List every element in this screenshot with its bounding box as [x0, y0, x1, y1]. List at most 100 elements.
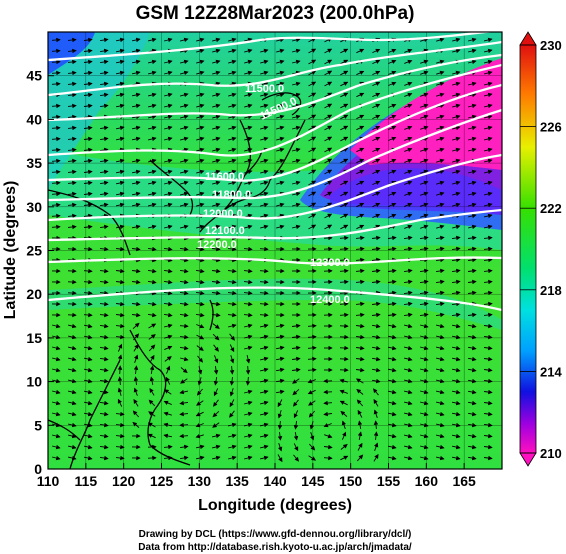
flow-arrow [133, 354, 139, 363]
flow-arrow [179, 334, 189, 340]
flow-arrow [147, 202, 157, 208]
flow-arrow [276, 334, 285, 340]
flow-arrow [100, 81, 109, 87]
flow-arrow [403, 334, 413, 340]
flow-arrow [291, 70, 301, 76]
flow-arrow [84, 433, 93, 439]
flow-arrow [308, 455, 317, 461]
flow-arrow [467, 103, 477, 109]
flow-arrow [388, 389, 397, 395]
flow-arrow [419, 422, 429, 428]
flow-arrow [372, 169, 381, 175]
flow-arrow [179, 59, 189, 65]
flow-arrow [388, 191, 397, 196]
flow-arrow [67, 48, 77, 54]
flow-arrow [308, 136, 317, 142]
flow-arrow [419, 345, 429, 351]
flow-arrow [403, 235, 413, 241]
flow-arrow [116, 92, 125, 98]
flow-arrow [340, 125, 349, 131]
flow-arrow [436, 37, 445, 43]
flow-arrow [67, 114, 77, 120]
flow-arrow [163, 433, 172, 439]
flow-arrow [243, 422, 253, 428]
flow-arrow [228, 70, 237, 76]
flow-arrow [276, 169, 285, 175]
flow-arrow [244, 180, 253, 186]
flow-arrow [324, 147, 333, 153]
y-tick-label: 5 [34, 417, 42, 433]
flow-arrow [149, 354, 155, 363]
flow-arrow [276, 136, 285, 142]
colorbar-top-arrow [519, 31, 537, 46]
flow-arrow [276, 345, 285, 351]
flow-arrow [83, 92, 93, 98]
flow-arrow [404, 191, 413, 197]
flow-arrow [324, 48, 333, 54]
flow-arrow [419, 444, 429, 450]
flow-arrow [324, 202, 333, 208]
flow-arrow [467, 59, 477, 65]
flow-arrow [179, 114, 189, 120]
flow-arrow [277, 399, 283, 408]
colorbar-tick-label: 230 [540, 38, 562, 53]
flow-arrow [291, 191, 301, 197]
flow-arrow [339, 301, 349, 307]
flow-arrow [452, 323, 461, 329]
flow-arrow [163, 70, 173, 76]
y-tick-label: 20 [26, 286, 42, 302]
flow-arrow [435, 433, 445, 439]
flow-arrow [452, 411, 461, 417]
flow-arrow [436, 147, 445, 153]
flow-arrow [388, 81, 397, 86]
flow-arrow [163, 37, 173, 43]
flow-arrow [483, 169, 493, 175]
flow-arrow [196, 158, 205, 164]
flow-arrow [356, 92, 365, 98]
flow-arrow [419, 301, 429, 307]
flow-arrow [340, 103, 349, 109]
flow-arrow [116, 180, 125, 186]
flow-arrow [116, 37, 125, 43]
flow-arrow [83, 301, 93, 307]
flow-arrow [133, 376, 139, 386]
flow-arrow [467, 268, 477, 274]
flow-arrow [99, 400, 109, 406]
flow-arrow [179, 191, 189, 197]
flow-arrow [308, 410, 316, 418]
flow-arrow [149, 387, 155, 396]
flow-arrow [163, 444, 173, 450]
flow-arrow [84, 323, 93, 329]
flow-arrow [84, 345, 93, 351]
flow-arrow [308, 224, 317, 230]
flow-arrow [404, 180, 413, 186]
flow-arrow [244, 103, 253, 109]
flow-arrow [388, 444, 397, 450]
flow-arrow [388, 136, 397, 141]
flow-arrow [356, 389, 364, 395]
flow-arrow [67, 389, 77, 395]
flow-arrow [388, 411, 397, 417]
flow-arrow [276, 114, 285, 120]
flow-arrow [404, 136, 413, 142]
flow-arrow [51, 48, 61, 54]
flow-arrow [435, 345, 445, 351]
flow-arrow [179, 125, 189, 131]
flow-arrow [307, 367, 317, 373]
flow-arrow [403, 455, 413, 461]
flow-arrow [387, 268, 397, 274]
flow-arrow [51, 158, 61, 164]
flow-arrow [340, 202, 349, 208]
flow-arrow [403, 367, 413, 373]
contour-label: 11500.0 [245, 83, 284, 95]
flow-arrow [259, 367, 269, 373]
flow-arrow [132, 92, 141, 98]
flow-arrow [245, 354, 251, 364]
flow-arrow [117, 398, 123, 407]
flow-arrow [51, 125, 61, 131]
flow-arrow [51, 411, 61, 417]
flow-arrow [483, 147, 493, 153]
flow-arrow [324, 103, 333, 109]
flow-arrow [243, 455, 253, 461]
flow-arrow [228, 191, 237, 197]
